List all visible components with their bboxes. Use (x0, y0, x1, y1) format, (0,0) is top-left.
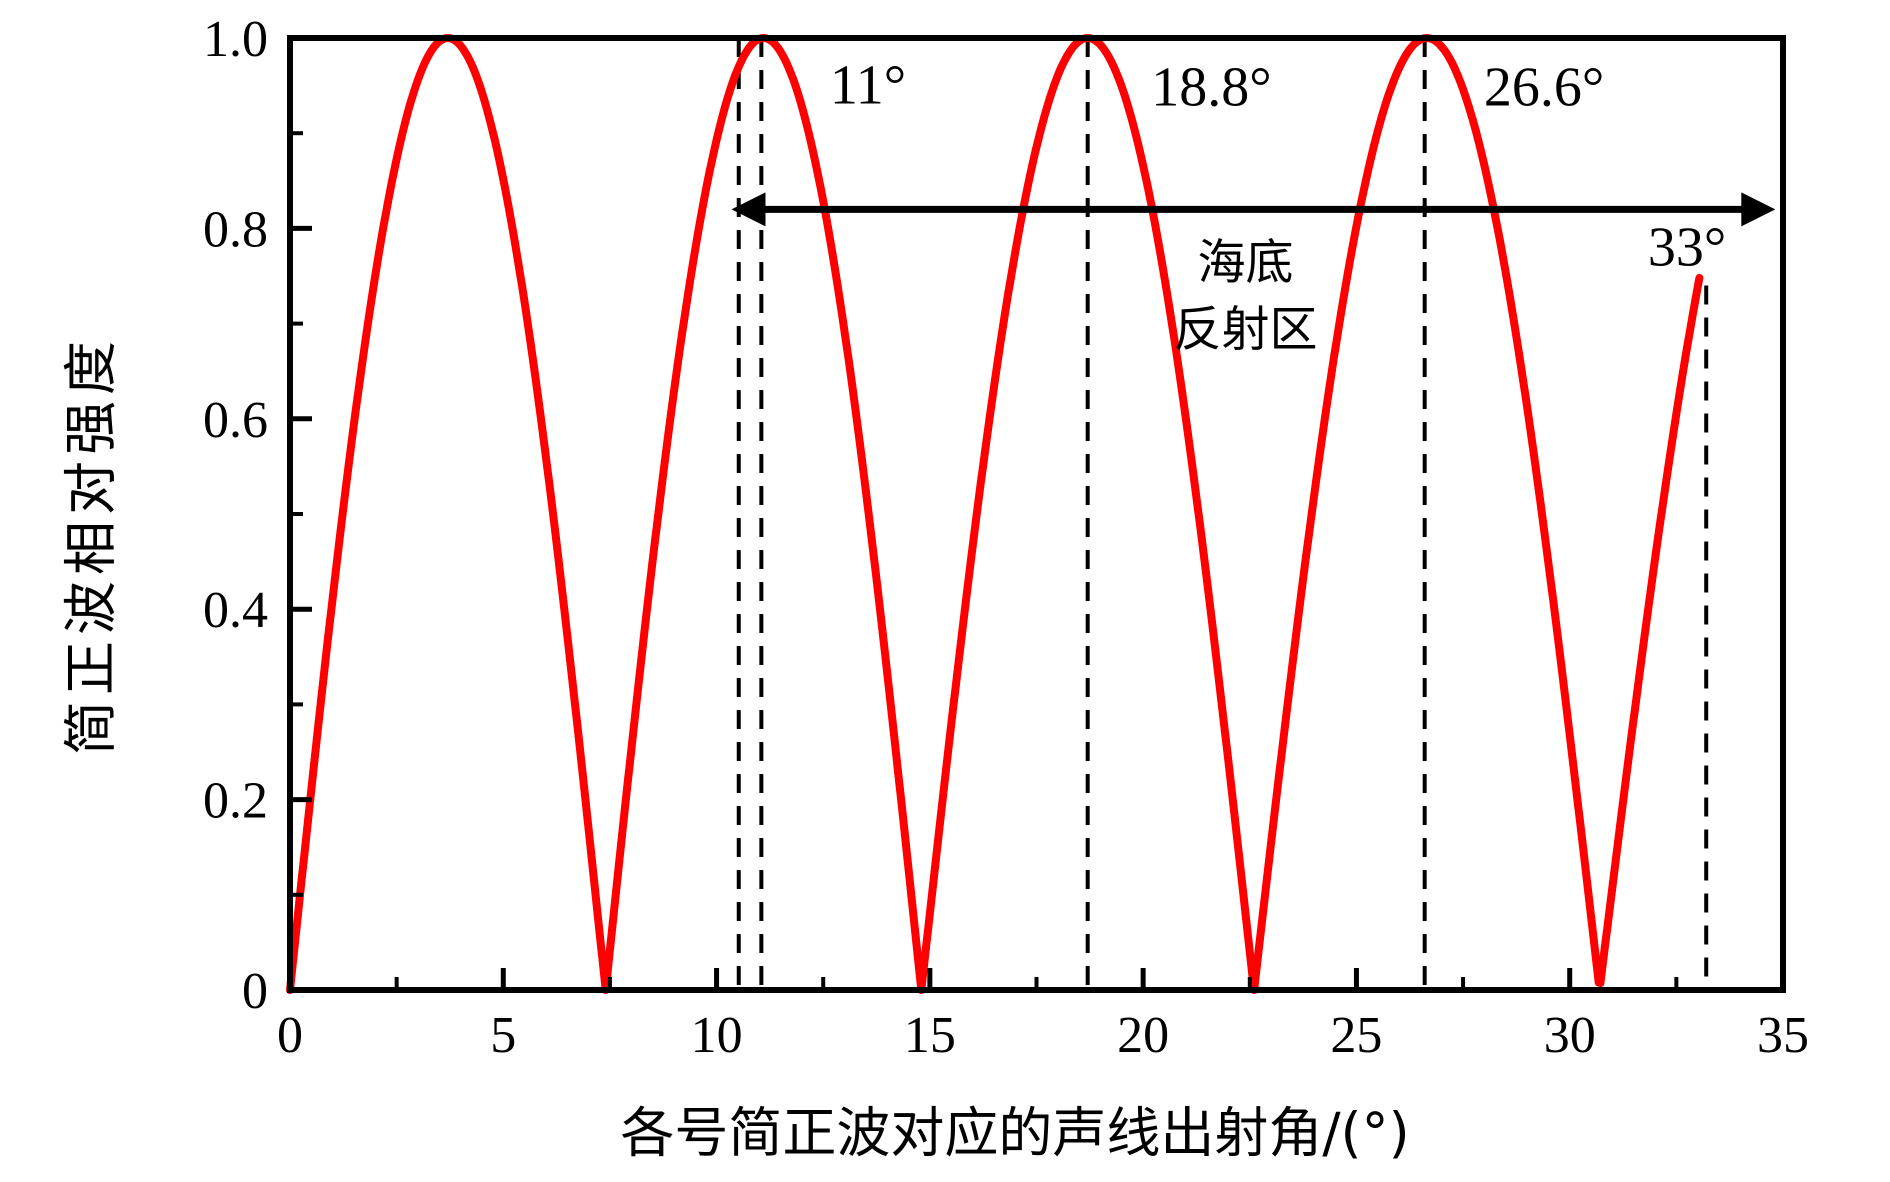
x-tick-label-5: 5 (490, 1007, 516, 1064)
x-tick-label-15: 15 (904, 1007, 956, 1064)
annotation-6: 反射区 (1174, 301, 1318, 357)
x-tick-label-0: 0 (277, 1007, 303, 1064)
x-tick-label-35: 35 (1757, 1007, 1809, 1064)
x-tick-label-20: 20 (1117, 1007, 1169, 1064)
y-tick-label-0.2: 0.2 (203, 773, 268, 830)
y-tick-label-0: 0 (242, 963, 268, 1020)
x-axis-title: 各号简正波对应的声线出射角/(°) (620, 1101, 1410, 1165)
plot-frame (287, 35, 1786, 993)
intensity-curve (286, 34, 1704, 994)
range-arrow-right-head-icon (1741, 192, 1776, 227)
annotation-5: 海底 (1198, 235, 1294, 291)
annotation-4: 33° (1648, 217, 1726, 279)
y-tick-label-1.0: 1.0 (203, 11, 268, 68)
annotation-3: 26.6° (1484, 57, 1604, 119)
x-tick-label-25: 25 (1330, 1007, 1382, 1064)
x-tick-label-30: 30 (1544, 1007, 1596, 1064)
y-tick-label-0.6: 0.6 (203, 392, 268, 449)
range-arrow-left-head-icon (731, 192, 766, 227)
y-tick-label-0.8: 0.8 (203, 201, 268, 258)
annotation-2: 18.8° (1151, 57, 1271, 119)
annotation-1: 11° (830, 55, 906, 117)
y-tick-label-0.4: 0.4 (203, 582, 268, 639)
x-tick-label-10: 10 (691, 1007, 743, 1064)
y-axis-title: 简正波相对强度 (59, 335, 123, 755)
